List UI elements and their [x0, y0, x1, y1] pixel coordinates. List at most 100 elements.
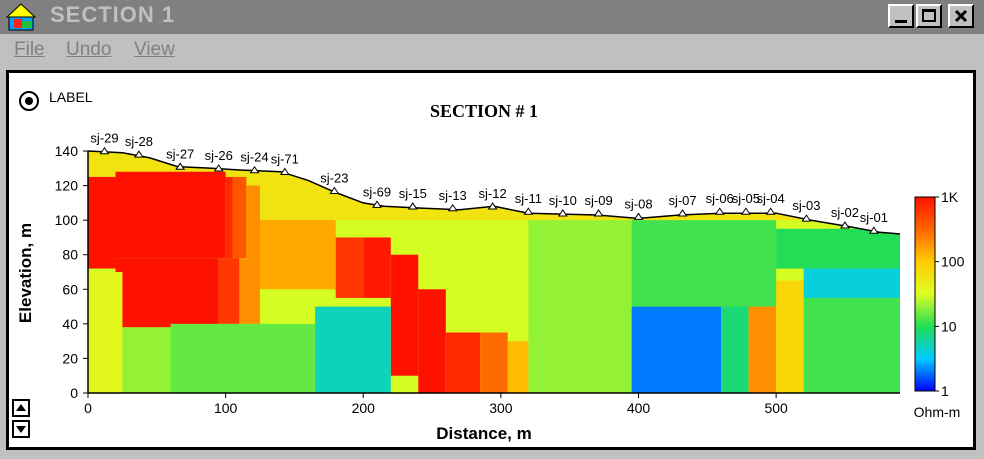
station-marker [249, 165, 260, 174]
colorbar-tick-label: 1 [941, 383, 949, 399]
y-tick-label: 20 [62, 350, 78, 366]
maximize-button[interactable] [916, 4, 942, 28]
x-tick-label: 100 [214, 400, 238, 416]
resistivity-cell [480, 332, 508, 393]
station-marker [329, 186, 340, 194]
station-marker [372, 200, 382, 208]
title-bar[interactable]: SECTION 1 [0, 0, 984, 34]
resistivity-cell [239, 258, 261, 324]
y-tick-label: 100 [55, 212, 79, 228]
station-marker [523, 207, 534, 215]
resistivity-cell [631, 306, 722, 393]
colorbar-tick-label: 10 [941, 318, 957, 334]
resistivity-cell [721, 297, 749, 393]
menu-view[interactable]: View [134, 39, 175, 60]
up-arrow-icon [16, 404, 26, 411]
station-label: sj-71 [271, 151, 299, 166]
station-marker [557, 209, 568, 217]
x-axis-label: Distance, m [436, 424, 531, 443]
station-marker [765, 207, 776, 215]
station-label: sj-10 [549, 193, 577, 208]
x-tick-label: 0 [84, 400, 92, 416]
station-marker [407, 202, 418, 210]
resistivity-cell [225, 176, 233, 259]
station-marker [677, 209, 688, 217]
colorbar-tick-label: 1K [941, 189, 959, 205]
resistivity-cell [803, 297, 900, 393]
resistivity-cell [246, 185, 261, 259]
y-tick-label: 0 [70, 385, 78, 401]
station-marker [714, 207, 725, 215]
resistivity-cell [88, 272, 123, 393]
resistivity-cell [170, 323, 316, 393]
scroll-down-button[interactable] [12, 420, 30, 438]
station-label: sj-02 [831, 205, 859, 220]
resistivity-cell [122, 327, 171, 393]
station-label: sj-26 [205, 148, 233, 163]
station-label: sj-24 [240, 150, 268, 165]
chart-title: SECTION # 1 [430, 101, 538, 121]
x-tick-label: 300 [489, 400, 513, 416]
station-label: sj-01 [860, 210, 888, 225]
station-label: sj-15 [399, 186, 427, 201]
x-tick-label: 200 [352, 400, 376, 416]
label-radio-text: LABEL [49, 89, 93, 105]
minimize-button[interactable] [888, 4, 914, 28]
resistivity-cell [445, 332, 481, 393]
resistivity-cell [776, 280, 804, 393]
app-icon[interactable] [6, 3, 36, 31]
station-label: sj-03 [792, 198, 820, 213]
station-label: sj-05 [732, 191, 760, 206]
resistivity-cell [218, 258, 240, 324]
station-label: sj-09 [585, 193, 613, 208]
resistivity-cell [88, 176, 116, 269]
resistivity-cell [507, 341, 529, 393]
y-tick-label: 140 [55, 143, 79, 159]
y-tick-label: 80 [62, 247, 78, 263]
station-label: sj-29 [90, 131, 118, 146]
station-marker [447, 203, 458, 212]
close-icon [954, 9, 968, 23]
station-label: sj-27 [166, 146, 194, 161]
surface-profile-line [87, 150, 901, 235]
resistivity-cell [363, 237, 391, 298]
station-label: sj-28 [125, 134, 153, 149]
colorbar-unit-label: Ohm-m [914, 404, 961, 420]
close-button[interactable] [948, 4, 974, 28]
label-radio-button[interactable] [19, 91, 39, 111]
station-label: sj-23 [320, 170, 348, 185]
x-tick-label: 400 [627, 400, 651, 416]
resistivity-cell [260, 220, 336, 290]
station-marker [801, 214, 812, 222]
down-arrow-icon [16, 426, 26, 433]
station-marker [133, 150, 144, 158]
station-label: sj-07 [668, 193, 696, 208]
scroll-up-button[interactable] [12, 399, 30, 417]
resistivity-cell [115, 171, 226, 259]
resistivity-cell [418, 289, 446, 393]
resistivity-cell [335, 237, 364, 298]
station-label: sj-69 [363, 184, 391, 199]
station-label: sj-08 [624, 196, 652, 211]
station-marker [213, 164, 224, 172]
colorbar-tick-label: 100 [941, 254, 965, 270]
menu-file[interactable]: File [14, 39, 45, 60]
station-label: sj-04 [757, 191, 785, 206]
x-tick-label: 500 [764, 400, 788, 416]
resistivity-cell [115, 258, 219, 328]
y-tick-label: 40 [62, 316, 78, 332]
y-tick-label: 60 [62, 281, 78, 297]
y-axis-label: Elevation, m [16, 223, 35, 323]
station-marker [99, 146, 110, 155]
menu-undo[interactable]: Undo [66, 39, 112, 60]
resistivity-cell [315, 306, 391, 393]
station-marker [487, 202, 498, 210]
plot-area: LABEL sj-29 sj-28 sj-27 sj-26 sj-24 sj-71 sj-2… [6, 70, 976, 450]
resistivity-cell [631, 220, 777, 307]
station-label: sj-11 [515, 191, 542, 206]
resistivity-section-chart: sj-29 sj-28 sj-27 sj-26 sj-24 sj-71 sj-23 sj-69… [16, 101, 965, 443]
station-marker [175, 162, 186, 170]
station-marker [279, 167, 290, 175]
station-label: sj-12 [479, 186, 507, 201]
station-marker [593, 209, 604, 217]
